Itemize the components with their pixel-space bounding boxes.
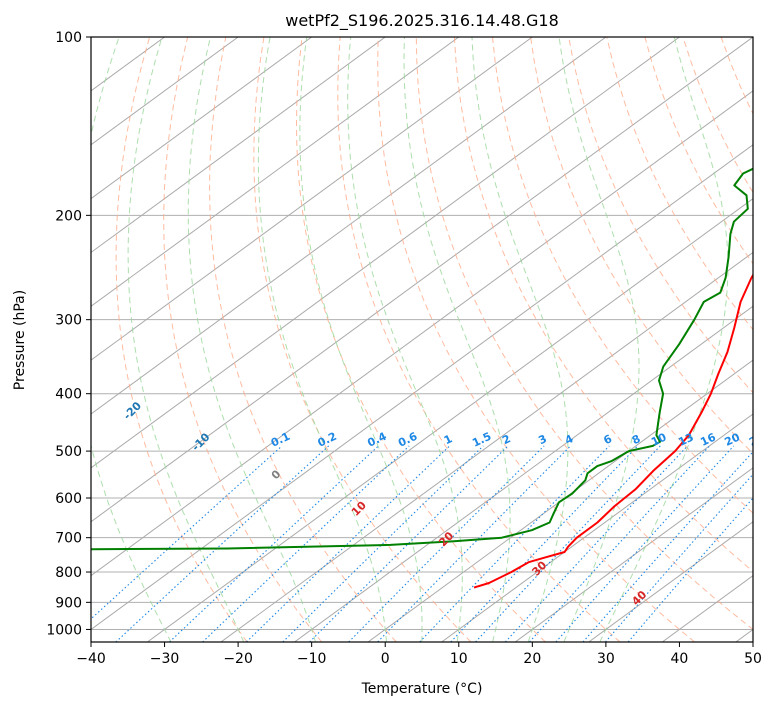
y-axis-title: Pressure (hPa) (12, 290, 28, 390)
x-tick-label: 50 (744, 651, 762, 667)
y-tick-label: 400 (55, 387, 82, 403)
y-tick-label: 900 (55, 595, 82, 611)
x-tick-label: −20 (223, 651, 253, 667)
x-tick-label: 20 (523, 651, 541, 667)
x-tick-label: 40 (671, 651, 689, 667)
x-tick-label: 30 (597, 651, 615, 667)
y-tick-label: 100 (55, 30, 82, 46)
y-tick-label: 500 (55, 444, 82, 460)
x-tick-label: −10 (297, 651, 327, 667)
chart-title: wetPf2_S196.2025.316.14.48.G18 (285, 11, 559, 31)
y-tick-label: 200 (55, 208, 82, 224)
y-tick-label: 700 (55, 531, 82, 547)
y-tick-label: 600 (55, 491, 82, 507)
x-tick-label: 10 (450, 651, 468, 667)
x-axis-title: Temperature (°C) (361, 681, 483, 697)
x-tick-label: 0 (381, 651, 390, 667)
y-tick-label: 800 (55, 565, 82, 581)
y-tick-label: 300 (55, 313, 82, 329)
x-tick-label: −40 (76, 651, 106, 667)
x-tick-label: −30 (150, 651, 180, 667)
y-tick-label: 1000 (46, 622, 82, 638)
